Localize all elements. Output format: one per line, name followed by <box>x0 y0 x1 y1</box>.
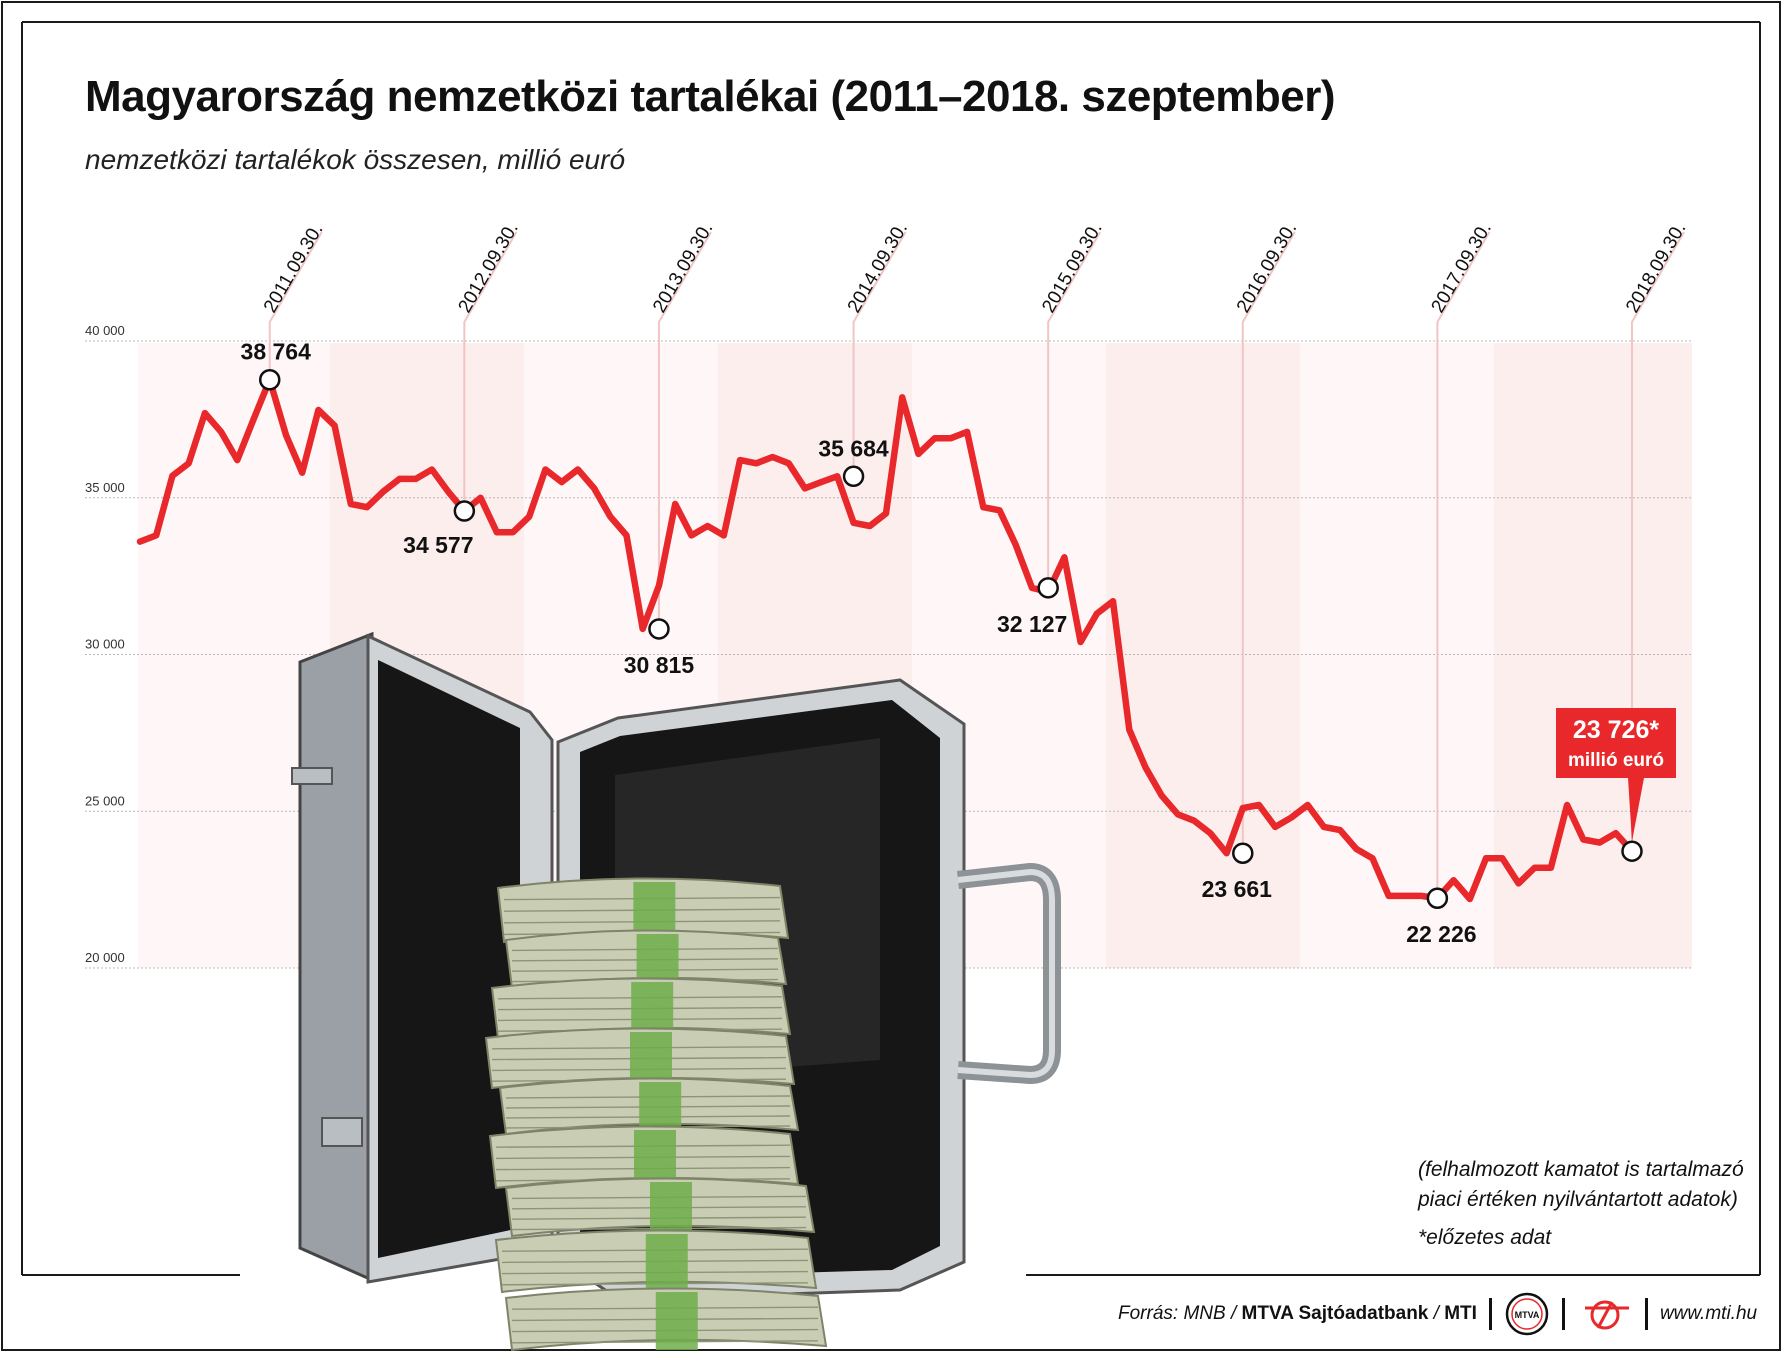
footer-divider <box>1644 1298 1648 1330</box>
y-tick-label: 40 000 <box>85 323 125 338</box>
date-label: 2012.09.30. <box>454 219 522 316</box>
highlight-markers: 38 764 34 577 30 815 35 684 32 127 23 661 22 2… <box>241 339 1643 947</box>
year-band <box>1494 343 1692 968</box>
data-point-marker <box>1037 577 1059 599</box>
footer: Forrás: MNB / MTVA Sajtóadatbank / MTI M… <box>1118 1292 1758 1336</box>
date-label: 2013.09.30. <box>649 219 717 316</box>
date-label: 2015.09.30. <box>1038 219 1106 316</box>
briefcase-lid-edge <box>298 631 374 1283</box>
briefcase-illustration <box>291 631 1061 1352</box>
briefcase-latch <box>321 1117 363 1147</box>
date-connector <box>268 231 323 380</box>
year-band <box>1300 343 1494 968</box>
data-label: 35 684 <box>818 435 889 461</box>
date-connector <box>1631 231 1685 852</box>
data-label: 38 764 <box>241 339 312 365</box>
briefcase-latch <box>291 767 333 785</box>
data-point-marker <box>1426 887 1449 909</box>
y-axis-ticks: 20 000 25 000 30 000 35 000 40 000 <box>85 323 125 965</box>
date-connector <box>657 231 712 629</box>
briefcase-lid-inside <box>378 660 520 1258</box>
data-label: 30 815 <box>624 652 695 678</box>
date-connector <box>852 231 907 477</box>
series-line <box>136 376 1636 903</box>
money-band <box>650 1182 692 1236</box>
briefcase-handle-shine <box>957 868 1055 1079</box>
footer-mti: MTI <box>1444 1303 1477 1324</box>
data-label: 32 127 <box>997 611 1067 637</box>
year-band <box>138 343 330 968</box>
money-band <box>639 1082 682 1134</box>
series-polyline <box>136 376 1636 903</box>
footer-sep: / <box>1433 1303 1439 1324</box>
y-tick-label: 35 000 <box>85 480 125 495</box>
last-value-callout: 23 726* millió euró <box>1556 708 1676 842</box>
data-point-marker <box>453 500 476 522</box>
y-tick-label: 20 000 <box>85 950 125 965</box>
date-connector <box>463 231 518 512</box>
mti-logo-icon <box>1584 1300 1629 1330</box>
note-line-2: piaci értéken nyilvántartott adatok) <box>1418 1188 1738 1211</box>
date-connector <box>1436 231 1491 899</box>
callout-value: 23 726* <box>1573 716 1659 744</box>
data-label: 23 661 <box>1202 876 1273 902</box>
data-point-marker <box>648 618 670 640</box>
footer-source: Forrás: MNB / <box>1118 1303 1237 1324</box>
callout-box <box>1556 708 1676 842</box>
date-label: 2016.09.30. <box>1233 219 1301 316</box>
footer-url: www.mti.hu <box>1659 1303 1758 1324</box>
data-label: 34 577 <box>403 532 473 558</box>
data-point-marker <box>1232 842 1254 864</box>
note-preliminary: *előzetes adat <box>1418 1226 1552 1249</box>
date-label: 2011.09.30. <box>260 220 328 316</box>
date-label: 2014.09.30. <box>844 219 912 316</box>
money-band <box>655 1292 698 1350</box>
date-label: 2018.09.30. <box>1622 219 1690 316</box>
y-tick-label: 25 000 <box>85 793 125 808</box>
date-label: 2017.09.30. <box>1428 219 1496 316</box>
data-point-marker <box>258 368 281 391</box>
data-label: 22 226 <box>1406 921 1476 947</box>
note-line-1: (felhalmozott kamatot is tartalmazó <box>1418 1158 1744 1181</box>
data-point-marker <box>842 465 865 488</box>
data-point-marker <box>1621 840 1643 862</box>
footer-agency: MTVA Sajtóadatbank <box>1241 1303 1429 1324</box>
mtva-logo-text: MTVA <box>1515 1310 1540 1320</box>
footer-divider <box>1561 1298 1565 1330</box>
y-tick-label: 30 000 <box>85 637 125 652</box>
mtva-logo-icon: MTVA <box>1505 1292 1549 1336</box>
date-connector <box>1241 231 1296 854</box>
year-band <box>1106 343 1300 968</box>
chart-subtitle: nemzetközi tartalékok összesen, millió e… <box>85 144 626 175</box>
date-connector <box>1047 231 1102 588</box>
callout-unit: millió euró <box>1568 750 1664 771</box>
money-band <box>645 1234 688 1292</box>
chart-title: Magyarország nemzetközi tartalékai (2011… <box>85 72 1336 121</box>
footer-divider <box>1488 1298 1492 1330</box>
